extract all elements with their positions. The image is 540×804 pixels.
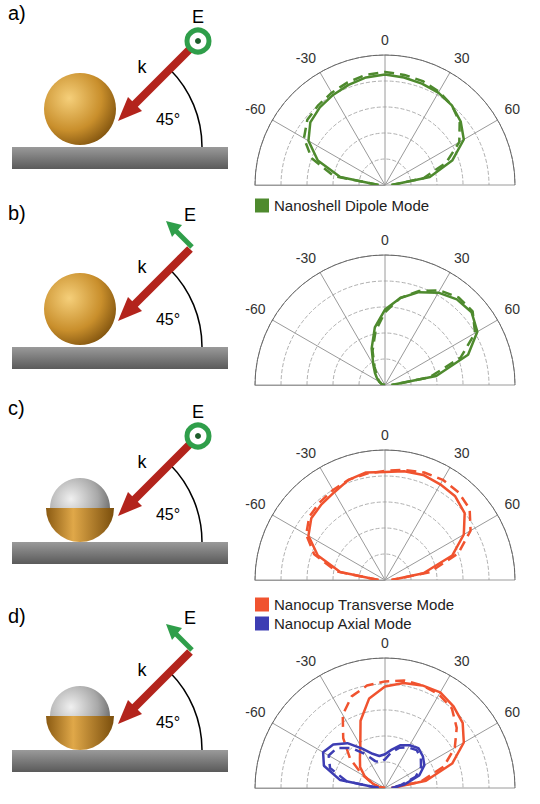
svg-text:60: 60	[505, 301, 521, 317]
svg-text:0: 0	[381, 427, 389, 443]
svg-text:c): c)	[8, 397, 25, 419]
svg-text:0: 0	[381, 232, 389, 248]
svg-text:30: 30	[454, 250, 470, 266]
svg-text:45°: 45°	[156, 506, 180, 523]
svg-text:30: 30	[454, 445, 470, 461]
svg-text:d): d)	[8, 605, 26, 627]
svg-text:-30: -30	[296, 250, 316, 266]
svg-text:k: k	[138, 660, 148, 680]
svg-text:E: E	[184, 608, 196, 628]
svg-text:60: 60	[505, 101, 521, 117]
svg-text:-30: -30	[296, 653, 316, 669]
svg-text:k: k	[138, 452, 148, 472]
svg-text:-60: -60	[245, 704, 265, 720]
svg-text:b): b)	[8, 202, 26, 224]
svg-text:Nanocup Axial Mode: Nanocup Axial Mode	[274, 615, 412, 632]
svg-text:k: k	[138, 257, 148, 277]
svg-text:-60: -60	[245, 496, 265, 512]
svg-text:0: 0	[381, 635, 389, 651]
svg-text:-60: -60	[245, 301, 265, 317]
svg-text:Nanoshell Dipole Mode: Nanoshell Dipole Mode	[274, 197, 429, 214]
svg-text:E: E	[184, 205, 196, 225]
svg-text:E: E	[192, 402, 204, 422]
svg-text:30: 30	[454, 653, 470, 669]
svg-text:-30: -30	[296, 50, 316, 66]
svg-text:60: 60	[505, 704, 521, 720]
svg-text:Nanocup Transverse Mode: Nanocup Transverse Mode	[274, 596, 454, 613]
svg-text:-30: -30	[296, 445, 316, 461]
svg-text:0: 0	[381, 32, 389, 48]
svg-text:45°: 45°	[156, 714, 180, 731]
svg-text:45°: 45°	[156, 311, 180, 328]
svg-text:30: 30	[454, 50, 470, 66]
svg-text:60: 60	[505, 496, 521, 512]
svg-text:-60: -60	[245, 101, 265, 117]
svg-text:k: k	[138, 57, 148, 77]
svg-text:45°: 45°	[156, 111, 180, 128]
svg-text:a): a)	[8, 2, 26, 24]
svg-text:E: E	[192, 7, 204, 27]
